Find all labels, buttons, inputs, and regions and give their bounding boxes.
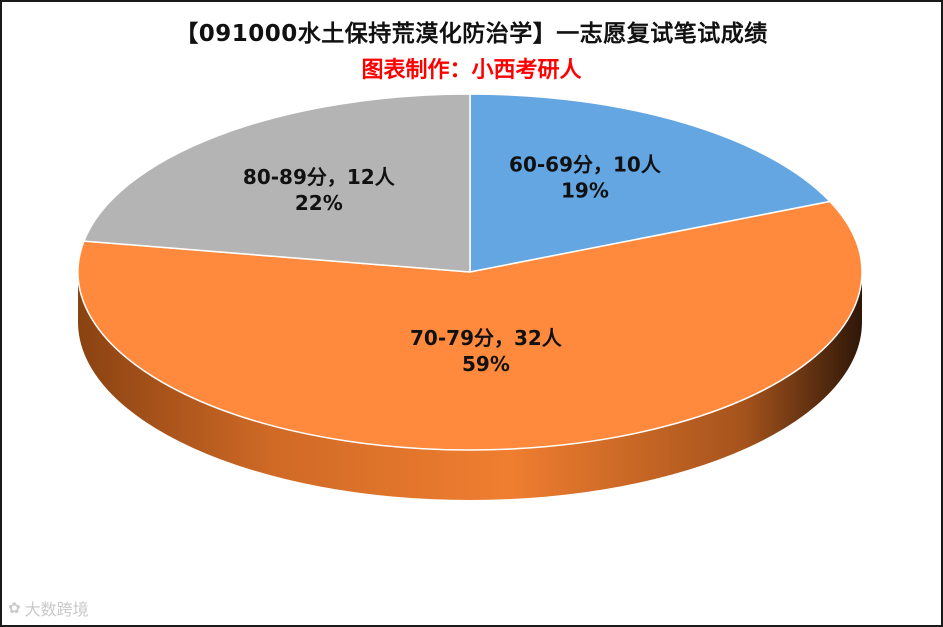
weibo-icon: ✿ xyxy=(8,599,21,617)
pie-slice-80-89分 xyxy=(82,93,471,273)
pie-slice-70-79分 xyxy=(77,200,863,451)
pie-side-layer xyxy=(78,272,862,500)
slice-label-60-69分: 60-69分，10人 xyxy=(509,153,662,177)
slice-percent-60-69分: 19% xyxy=(561,179,609,203)
slice-percent-70-79分: 59% xyxy=(462,352,510,376)
slice-label-70-79分: 70-79分，32人 xyxy=(410,326,563,350)
watermark: ✿ 大数跨境 xyxy=(8,596,89,620)
slice-percent-80-89分: 22% xyxy=(295,191,343,215)
chart-subtitle: 图表制作：小西考研人 xyxy=(361,58,582,83)
pie-side-70-79分 xyxy=(78,272,862,500)
pie-top-layer xyxy=(77,93,863,451)
pie-slice-60-69分 xyxy=(469,93,832,273)
chart-title: 【091000水土保持荒漠化防治学】一志愿复试笔试成绩 xyxy=(175,21,768,47)
watermark-text: 大数跨境 xyxy=(24,600,89,619)
slice-label-80-89分: 80-89分，12人 xyxy=(243,165,396,189)
